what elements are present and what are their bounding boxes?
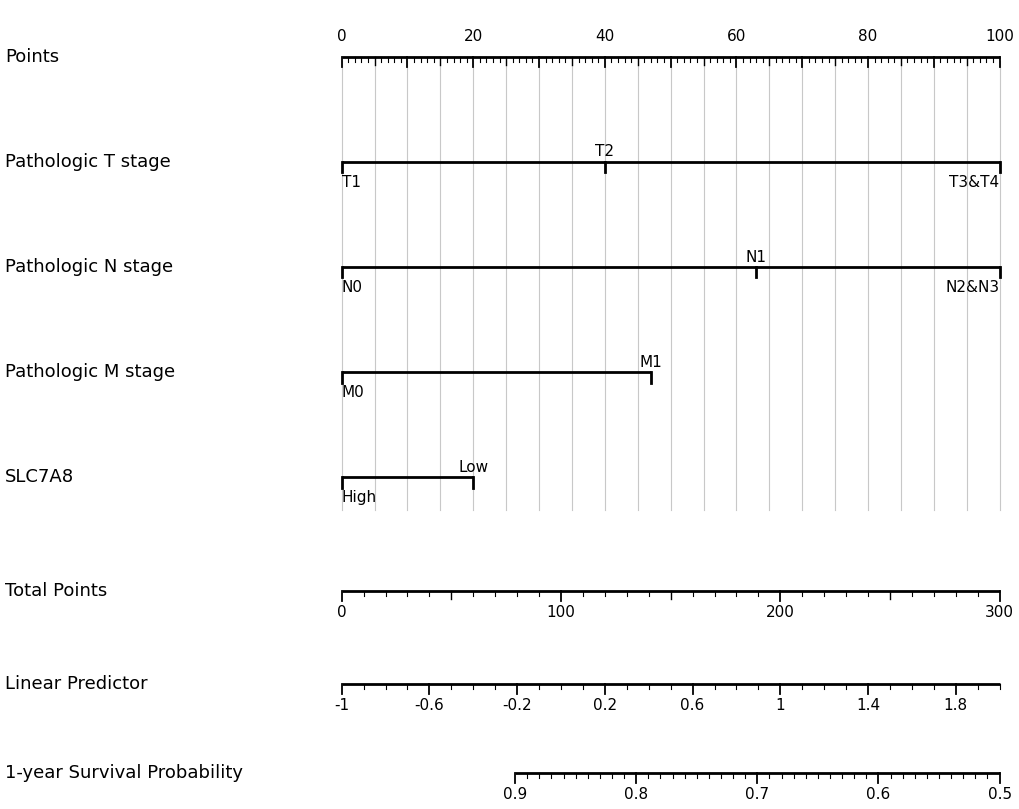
Text: Pathologic T stage: Pathologic T stage bbox=[5, 153, 171, 171]
Text: 0: 0 bbox=[336, 29, 346, 44]
Text: 60: 60 bbox=[727, 29, 745, 44]
Text: N1: N1 bbox=[745, 249, 766, 265]
Text: 1.8: 1.8 bbox=[943, 698, 967, 714]
Text: 1: 1 bbox=[774, 698, 785, 714]
Text: -0.2: -0.2 bbox=[501, 698, 532, 714]
Text: High: High bbox=[341, 490, 376, 506]
Text: Total Points: Total Points bbox=[5, 582, 107, 599]
Text: 0.9: 0.9 bbox=[502, 787, 527, 803]
Text: N0: N0 bbox=[341, 280, 363, 295]
Text: 0.6: 0.6 bbox=[680, 698, 704, 714]
Text: T3&T4: T3&T4 bbox=[949, 175, 999, 190]
Text: Pathologic N stage: Pathologic N stage bbox=[5, 258, 173, 276]
Text: 80: 80 bbox=[858, 29, 876, 44]
Text: 0.5: 0.5 bbox=[986, 787, 1011, 803]
Text: 100: 100 bbox=[984, 29, 1013, 44]
Text: 300: 300 bbox=[984, 605, 1013, 621]
Text: 40: 40 bbox=[595, 29, 613, 44]
Text: 100: 100 bbox=[546, 605, 575, 621]
Text: N2&N3: N2&N3 bbox=[945, 280, 999, 295]
Text: T2: T2 bbox=[595, 144, 613, 159]
Text: 0.6: 0.6 bbox=[865, 787, 890, 803]
Text: 0: 0 bbox=[336, 605, 346, 621]
Text: 200: 200 bbox=[765, 605, 794, 621]
Text: M0: M0 bbox=[341, 385, 364, 400]
Text: T1: T1 bbox=[341, 175, 361, 190]
Text: 0.2: 0.2 bbox=[592, 698, 616, 714]
Text: -0.6: -0.6 bbox=[414, 698, 444, 714]
Text: 20: 20 bbox=[464, 29, 482, 44]
Text: -1: -1 bbox=[334, 698, 348, 714]
Text: 1.4: 1.4 bbox=[855, 698, 879, 714]
Text: Points: Points bbox=[5, 48, 59, 66]
Text: Low: Low bbox=[458, 460, 488, 475]
Text: 0.7: 0.7 bbox=[745, 787, 768, 803]
Text: SLC7A8: SLC7A8 bbox=[5, 468, 74, 486]
Text: M1: M1 bbox=[639, 354, 661, 370]
Text: 1-year Survival Probability: 1-year Survival Probability bbox=[5, 764, 243, 781]
Text: Pathologic M stage: Pathologic M stage bbox=[5, 363, 175, 381]
Text: Linear Predictor: Linear Predictor bbox=[5, 675, 148, 693]
Text: 0.8: 0.8 bbox=[624, 787, 648, 803]
